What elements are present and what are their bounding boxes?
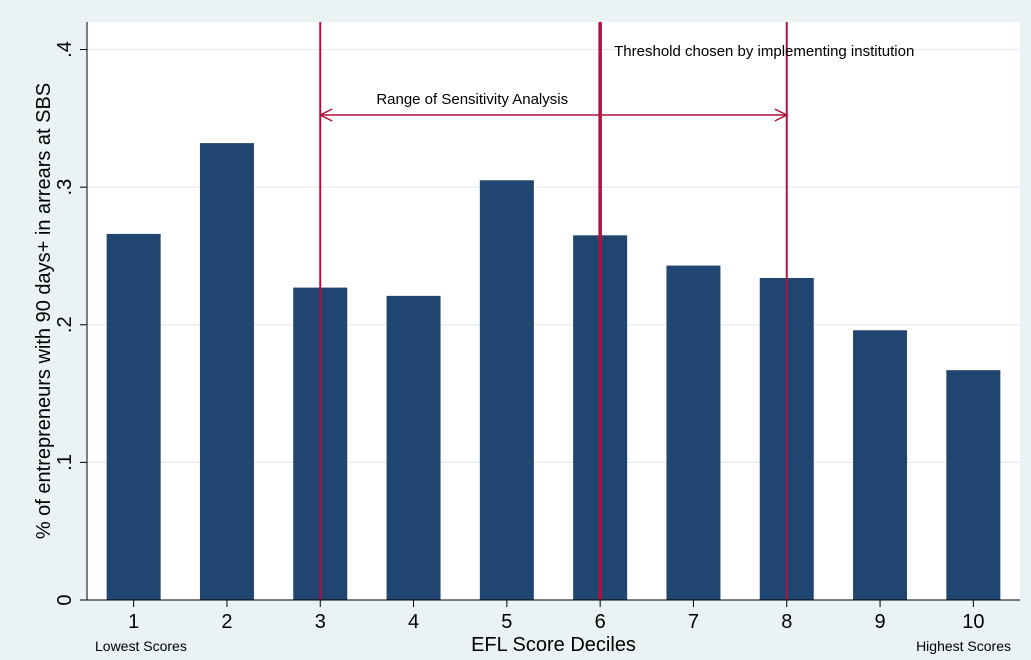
y-tick-label: .1 <box>54 454 76 471</box>
axes: 0 .1 .2 .3 .4 1 2 3 4 5 6 7 8 9 10 <box>54 22 1020 633</box>
bar <box>479 180 534 600</box>
y-tick-label: .3 <box>54 179 76 196</box>
x-tick-label: 9 <box>874 611 885 633</box>
bar <box>666 265 721 600</box>
highest-scores-note: Highest Scores <box>916 638 1011 654</box>
lowest-scores-note: Lowest Scores <box>95 638 187 654</box>
reference-lines <box>318 22 789 600</box>
y-tick-label: .4 <box>54 41 76 58</box>
x-tick-label: 2 <box>221 611 232 633</box>
threshold-annotation: Threshold chosen by implementing institu… <box>614 43 914 60</box>
range-annotation: Range of Sensitivity Analysis <box>376 91 568 108</box>
x-tick-label: 3 <box>315 611 326 633</box>
x-tick-label: 6 <box>595 611 606 633</box>
y-axis-title: % of entrepreneurs with 90 days+ in arre… <box>33 83 55 539</box>
x-tick-label: 10 <box>962 611 984 633</box>
x-tick-label: 8 <box>781 611 792 633</box>
bar <box>386 295 441 600</box>
y-tick-label: 0 <box>54 594 76 605</box>
bar <box>199 143 254 600</box>
range-arrow-left-head <box>318 108 333 122</box>
bar <box>946 370 1001 600</box>
x-tick-label: 7 <box>688 611 699 633</box>
y-tick-label: .2 <box>54 316 76 333</box>
bar <box>853 330 908 600</box>
x-axis-title: EFL Score Deciles <box>471 634 636 656</box>
range-arrow-right-head <box>774 108 789 122</box>
bar <box>106 233 161 600</box>
x-tick-label: 5 <box>501 611 512 633</box>
x-tick-label: 1 <box>128 611 139 633</box>
x-tick-label: 4 <box>408 611 419 633</box>
